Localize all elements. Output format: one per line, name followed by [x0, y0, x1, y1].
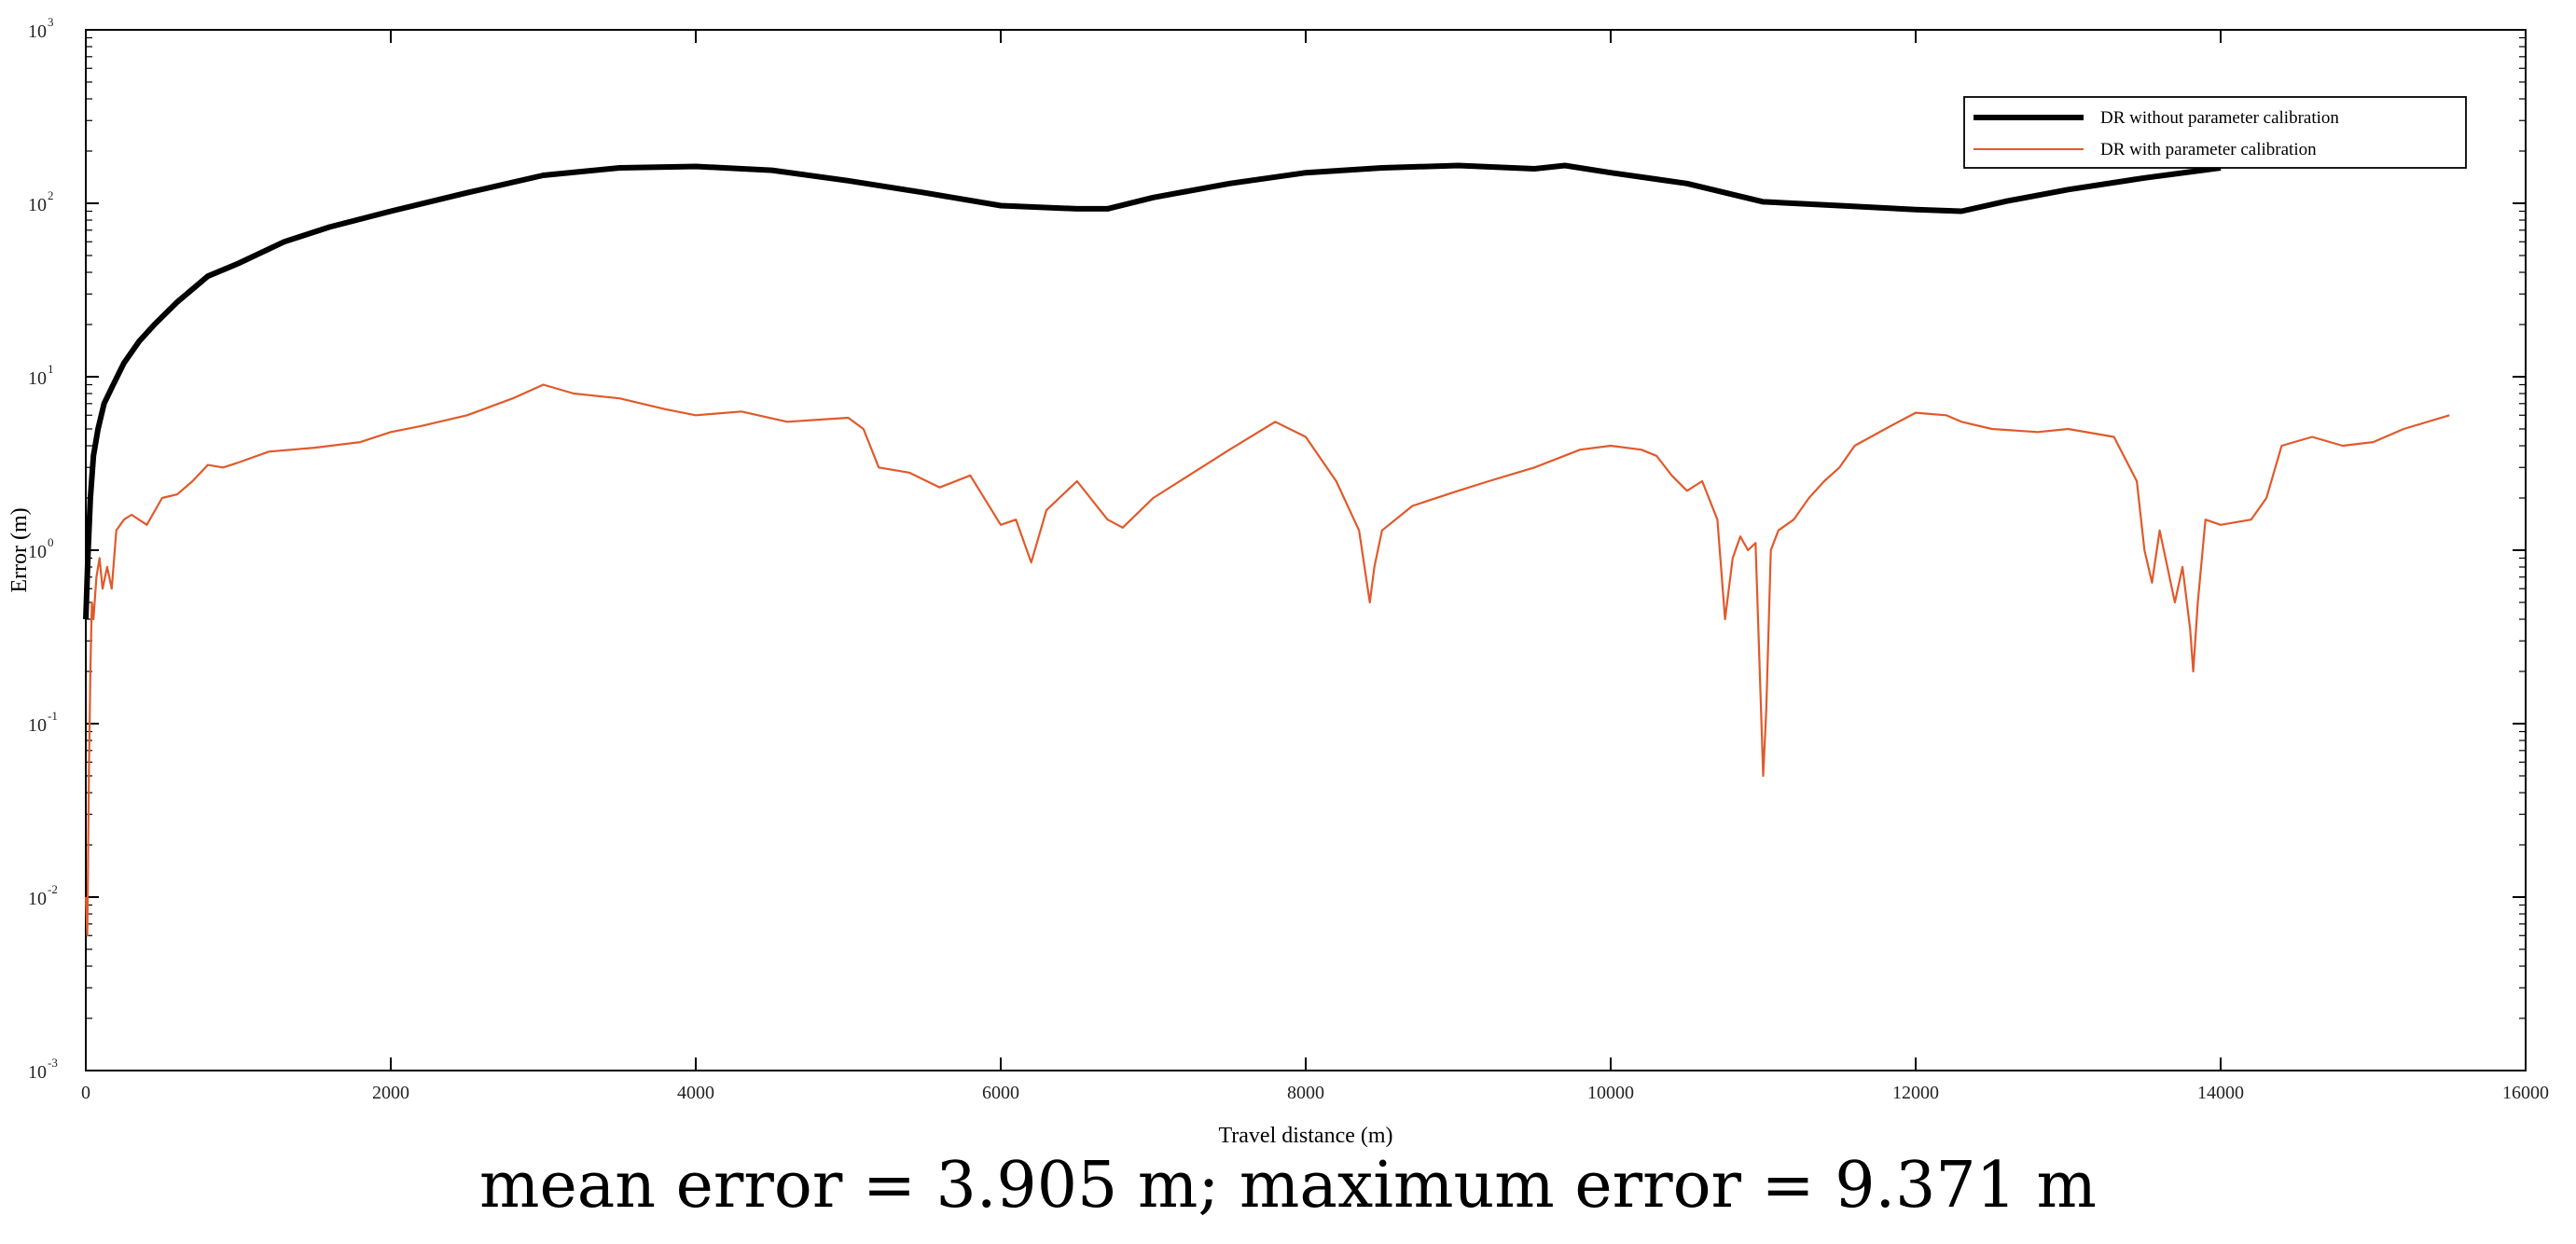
legend-label-without-calibration: DR without parameter calibration [2100, 108, 2339, 128]
x-axis-label: Travel distance (m) [1218, 1124, 1392, 1148]
y-tick-base: 10 [28, 1062, 47, 1083]
y-tick-label: 10 3 [28, 15, 54, 42]
y-tick-label: 10 -2 [28, 882, 58, 909]
plot-area [85, 29, 2527, 1071]
legend: DR without parameter calibration DR with… [1963, 96, 2467, 169]
legend-box [1963, 96, 2467, 169]
y-tick-label: 10 2 [28, 188, 54, 215]
legend-label-with-calibration: DR with parameter calibration [2100, 140, 2317, 159]
series-line-without-calibration [83, 162, 2222, 620]
x-tick-label: 2000 [372, 1083, 409, 1103]
y-tick-label: 10 -3 [28, 1056, 58, 1083]
x-tick-label: 6000 [982, 1083, 1019, 1103]
x-tick-label: 10000 [1587, 1083, 1634, 1103]
x-tick-label: 12000 [1892, 1083, 1939, 1103]
y-tick-base: 10 [28, 21, 47, 42]
y-tick-base: 10 [28, 542, 47, 562]
chart-caption: mean error = 3.905 m; maximum error = 9.… [478, 1149, 2098, 1223]
x-tick-label: 0 [81, 1083, 90, 1103]
x-tick-label: 8000 [1287, 1083, 1324, 1103]
series-layer [83, 162, 2450, 937]
y-tick-exponent: -2 [48, 882, 58, 896]
y-tick-label: 10 -1 [28, 709, 58, 736]
y-tick-base: 10 [28, 368, 47, 389]
y-tick-label: 10 0 [28, 535, 54, 562]
y-tick-base: 10 [28, 195, 47, 215]
y-tick-exponent: -1 [48, 709, 58, 723]
y-tick-base: 10 [28, 889, 47, 909]
x-tick-label: 4000 [677, 1083, 714, 1103]
y-tick-exponent: 2 [48, 188, 54, 202]
x-axis-ticks: 0 2000 4000 6000 8000 10000 12000 14000 16000 [81, 30, 2549, 1103]
y-tick-exponent: 0 [48, 535, 54, 549]
y-tick-exponent: 3 [48, 15, 54, 29]
error-chart: 0 2000 4000 6000 8000 10000 12000 14000 16000 10… [7, 15, 2549, 1148]
x-tick-label: 16000 [2502, 1083, 2549, 1103]
y-tick-exponent: 1 [48, 362, 54, 376]
y-axis-label: Error (m) [7, 507, 32, 592]
x-tick-label: 14000 [2197, 1083, 2244, 1103]
y-tick-base: 10 [28, 715, 47, 736]
series-line-with-calibration [84, 383, 2450, 937]
y-tick-label: 10 1 [28, 362, 54, 389]
y-tick-exponent: -3 [48, 1056, 58, 1070]
